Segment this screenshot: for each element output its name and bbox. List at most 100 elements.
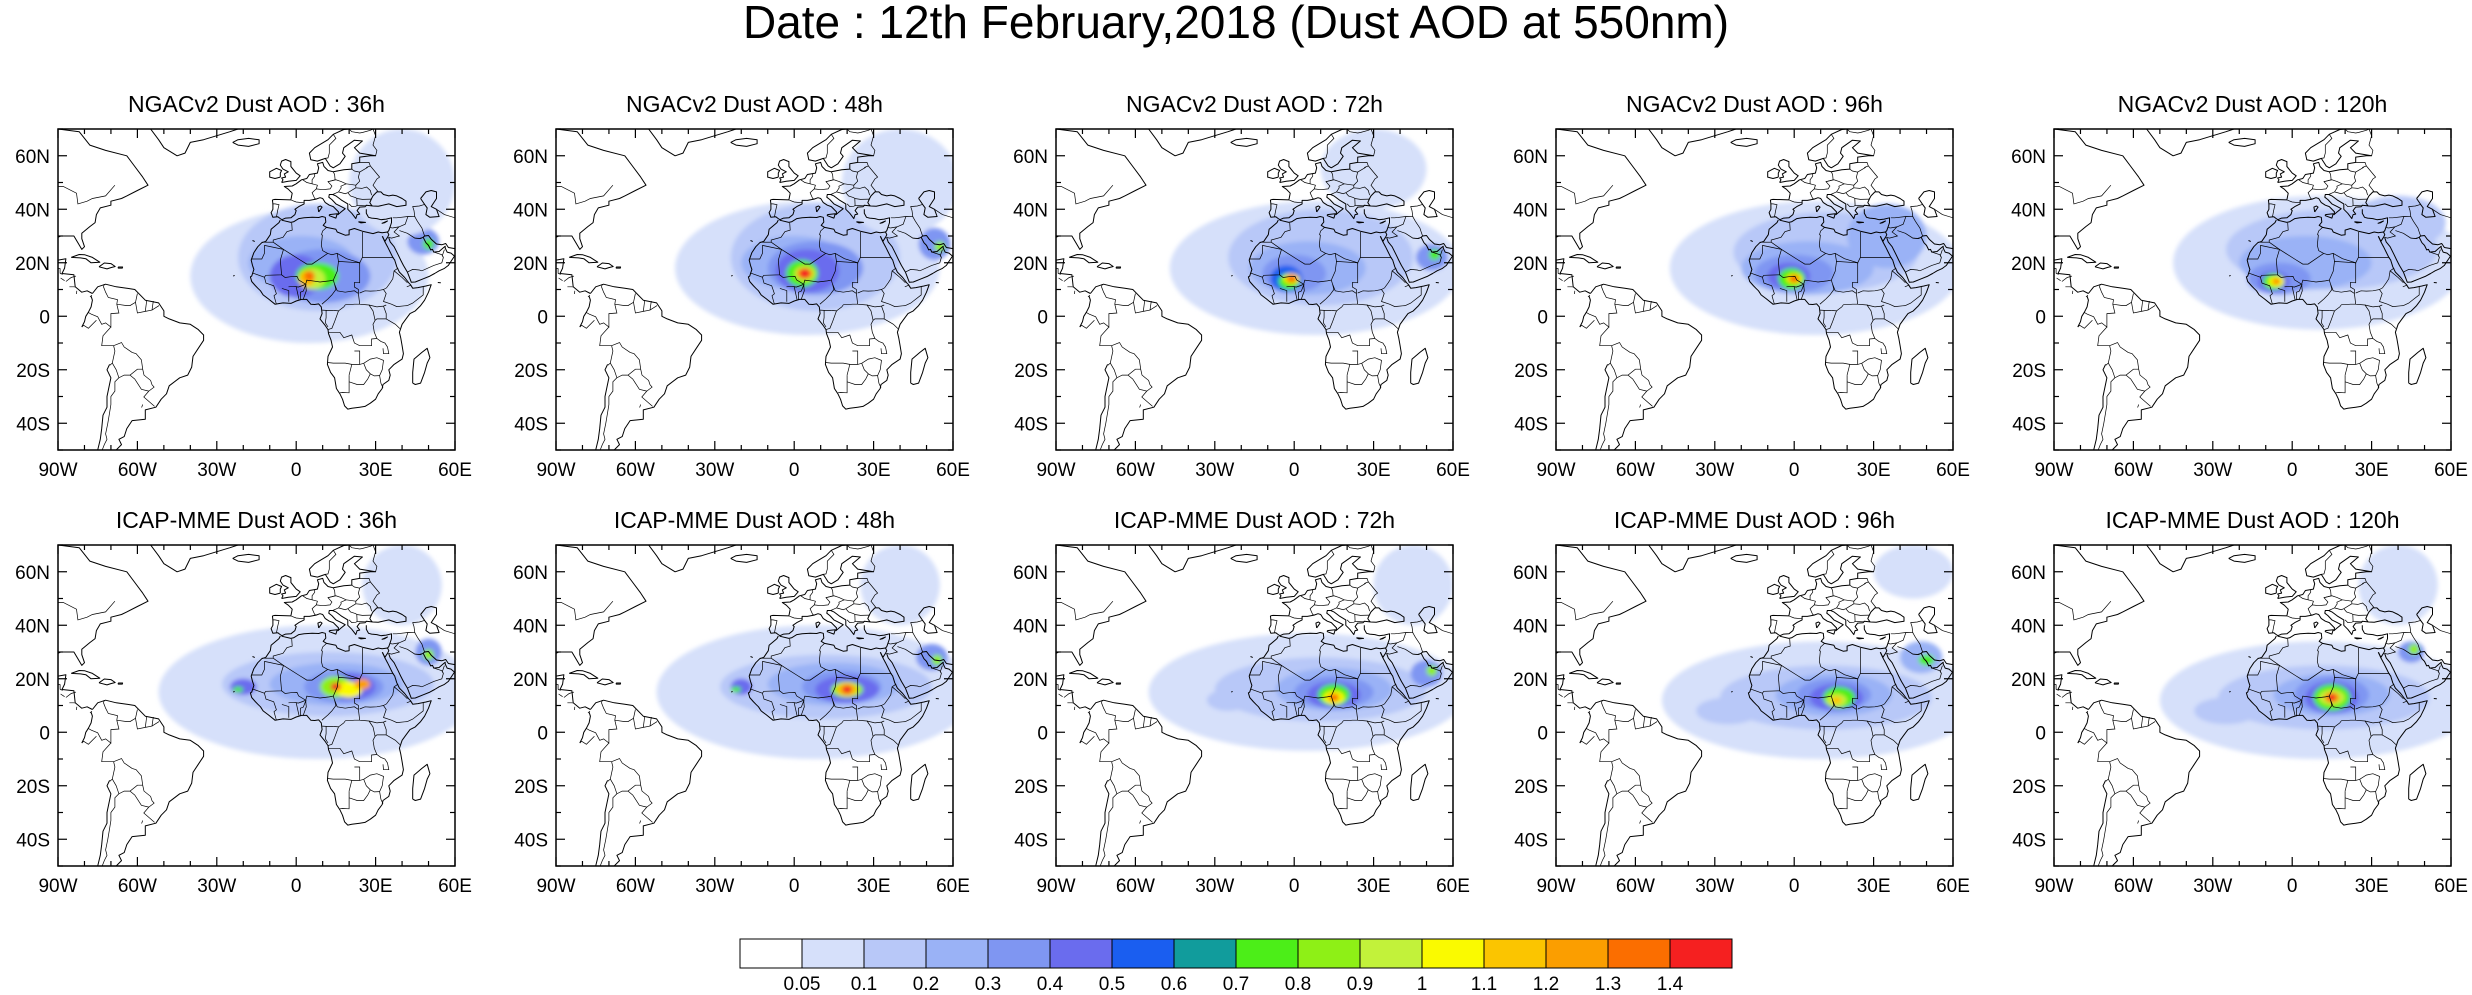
map-plot: 90W 60W 30W 0 30E 60E 60N 40N 20N 0 20S 40S [1513, 544, 1970, 897]
coastlines [2054, 545, 2451, 866]
x-tick-label: 30W [1195, 876, 1234, 897]
map-panel: 90W 60W 30W 0 30E 60E 60N 40N 20N 0 20S 40S [2011, 128, 2468, 481]
x-tick-label: 60W [2114, 460, 2153, 481]
x-tick-label: 90W [1536, 460, 1575, 481]
colorbar-swatch [1111, 938, 1175, 969]
colorbar-label: 0.5 [1099, 974, 1125, 995]
dust-contour [2272, 278, 2281, 285]
country-borders [1556, 129, 1953, 450]
country-borders [556, 545, 953, 866]
y-tick-label: 20N [2011, 254, 2046, 275]
x-tick-label: 30W [1695, 460, 1734, 481]
colorbar-label: 1 [1417, 974, 1428, 995]
colorbar-swatch [863, 938, 927, 969]
dust-contour [330, 682, 342, 691]
y-tick-label: 0 [1037, 723, 1048, 744]
colorbar-label: 0.4 [1037, 974, 1064, 995]
y-tick-label: 20N [2011, 670, 2046, 691]
y-tick-label: 0 [537, 723, 548, 744]
y-tick-label: 20N [1513, 254, 1548, 275]
x-tick-label: 30W [197, 460, 236, 481]
y-tick-label: 20S [1514, 361, 1548, 382]
x-tick-label: 60E [438, 460, 472, 481]
y-tick-label: 60N [513, 563, 548, 584]
x-tick-label: 30E [1357, 460, 1391, 481]
panel-title: NGACv2 Dust AOD : 96h [1626, 91, 1883, 117]
map-plot: 90W 60W 30W 0 30E 60E 60N 40N 20N 0 20S 40S [1513, 128, 1970, 481]
x-tick-label: 0 [1289, 876, 1300, 897]
dust-contour [1918, 654, 1935, 666]
y-tick-label: 60N [1013, 147, 1048, 168]
y-tick-label: 40S [16, 830, 50, 851]
y-tick-label: 40N [2011, 616, 2046, 637]
y-tick-label: 60N [2011, 563, 2046, 584]
dust-contour [2358, 545, 2438, 626]
axis-ticks [555, 544, 954, 867]
x-tick-label: 90W [1536, 876, 1575, 897]
panel-title: ICAP-MME Dust AOD : 36h [115, 507, 398, 533]
axis-ticks [1055, 128, 1454, 451]
y-tick-label: 60N [15, 147, 50, 168]
y-tick-label: 40S [2012, 414, 2046, 435]
x-tick-label: 90W [1036, 876, 1075, 897]
panel-title: ICAP-MME Dust AOD : 72h [1113, 507, 1396, 533]
country-borders [58, 129, 455, 450]
y-tick-label: 40N [513, 616, 548, 637]
y-tick-label: 20S [1514, 777, 1548, 798]
map-panel: 90W 60W 30W 0 30E 60E 60N 40N 20N 0 20S 40S [1513, 128, 1970, 481]
dust-contour [841, 129, 953, 236]
colorbar-swatch [1483, 938, 1547, 969]
x-tick-label: 60E [1936, 876, 1970, 897]
y-tick-label: 40S [16, 414, 50, 435]
map-plot: 90W 60W 30W 0 30E 60E 60N 40N 20N 0 20S 40S [15, 544, 472, 897]
x-tick-label: 0 [291, 460, 302, 481]
x-tick-label: 0 [1789, 876, 1800, 897]
dust-aod-field [1669, 201, 1953, 335]
coastlines [58, 545, 455, 866]
axis-ticks [555, 128, 954, 451]
y-tick-label: 40S [1014, 830, 1048, 851]
colorbar-swatch [987, 938, 1051, 969]
x-tick-label: 30E [857, 876, 891, 897]
y-tick-label: 40S [514, 830, 548, 851]
y-tick-label: 60N [15, 563, 50, 584]
dust-contour [423, 649, 434, 660]
y-tick-label: 40N [15, 616, 50, 637]
colorbar-swatch [1297, 938, 1361, 969]
x-tick-label: 90W [1036, 460, 1075, 481]
y-tick-label: 20N [1513, 670, 1548, 691]
country-borders [2054, 129, 2451, 450]
y-tick-label: 20S [2012, 361, 2046, 382]
dust-contour [1206, 689, 1250, 711]
y-tick-label: 0 [537, 307, 548, 328]
country-borders [1556, 545, 1953, 866]
x-tick-label: 60E [1436, 460, 1470, 481]
y-tick-label: 20N [1013, 254, 1048, 275]
panel-title: ICAP-MME Dust AOD : 48h [613, 507, 896, 533]
y-tick-label: 20N [15, 670, 50, 691]
x-tick-label: 90W [536, 460, 575, 481]
y-tick-label: 40N [513, 200, 548, 221]
dust-contour [304, 270, 315, 282]
y-tick-label: 20N [513, 254, 548, 275]
country-borders [1056, 545, 1453, 866]
axis-ticks [1055, 544, 1454, 867]
x-tick-label: 0 [291, 876, 302, 897]
x-tick-label: 60W [1616, 876, 1655, 897]
colorbar-swatch [1049, 938, 1113, 969]
map-plot: 90W 60W 30W 0 30E 60E 60N 40N 20N 0 20S 40S [513, 128, 970, 481]
x-tick-label: 90W [2034, 460, 2073, 481]
panel-title: ICAP-MME Dust AOD : 120h [2105, 507, 2400, 533]
coastlines [1556, 545, 1953, 866]
y-tick-label: 60N [513, 147, 548, 168]
y-tick-label: 40N [1513, 616, 1548, 637]
x-tick-label: 30E [2355, 876, 2389, 897]
figure-title: Date : 12th February,2018 (Dust AOD at 5… [742, 0, 1730, 48]
y-tick-label: 0 [1037, 307, 1048, 328]
x-tick-label: 30E [1857, 876, 1891, 897]
axis-ticks [2053, 544, 2452, 867]
y-tick-label: 0 [39, 307, 50, 328]
dust-aod-field [2159, 545, 2451, 759]
dust-contour [799, 268, 811, 279]
dust-contour [1328, 693, 1340, 702]
